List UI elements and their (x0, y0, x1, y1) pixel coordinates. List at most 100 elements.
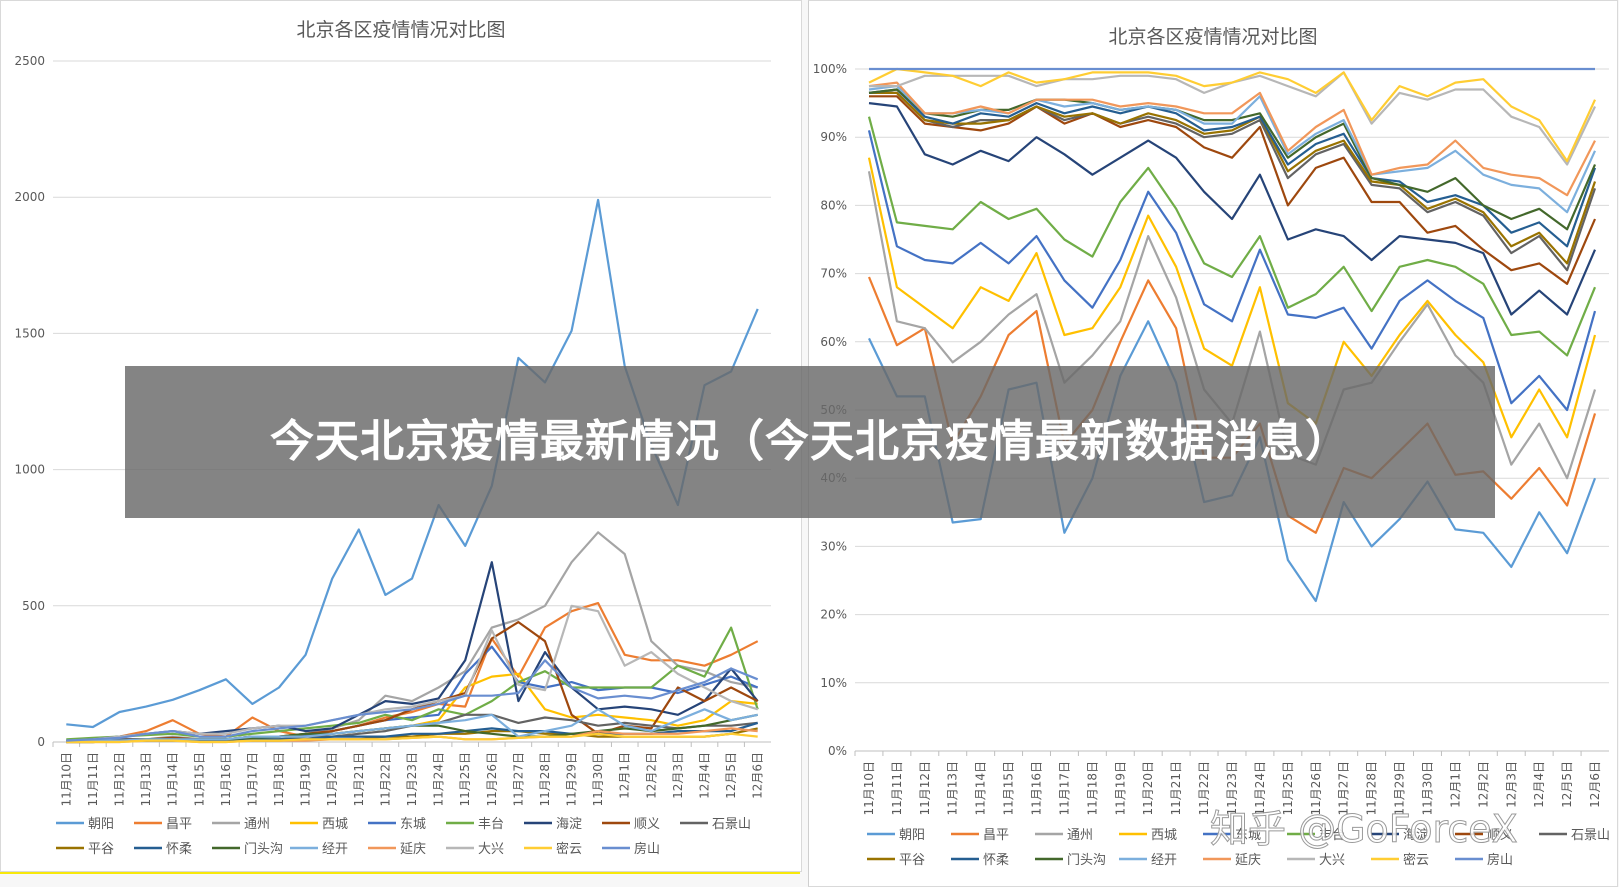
legend-label: 房山 (1487, 852, 1513, 868)
y-tick-label: 0 (37, 735, 45, 749)
x-tick-label: 11月10日 (59, 752, 73, 807)
y-tick-label: 30% (820, 539, 847, 553)
x-tick-label: 11月28日 (538, 752, 552, 807)
headline-title: 今天北京疫情最新情况（今天北京疫情最新数据消息） (270, 416, 1350, 467)
x-tick-label: 12月5日 (724, 752, 738, 799)
x-tick-label: 11月24日 (1253, 761, 1267, 816)
y-tick-label: 20% (820, 608, 847, 622)
x-tick-label: 11月29日 (565, 752, 579, 807)
legend-label: 昌平 (983, 828, 1009, 843)
series-line-石景山 (869, 91, 1597, 272)
legend-label: 经开 (1151, 853, 1177, 868)
legend-label: 海淀 (556, 817, 582, 832)
series-line-顺义 (869, 95, 1597, 285)
x-tick-label: 11月14日 (974, 761, 988, 816)
series-line-经开 (868, 84, 1597, 214)
y-tick-label: 2000 (14, 190, 45, 204)
watermark-text: 知乎 @GoForceX (1210, 807, 1519, 852)
legend-label: 丰台 (1319, 828, 1345, 843)
x-tick-label: 11月11日 (890, 761, 904, 816)
x-tick-label: 12月1日 (1448, 761, 1462, 808)
x-tick-label: 11月12日 (112, 752, 126, 807)
x-tick-label: 11月30日 (1420, 761, 1434, 816)
x-tick-label: 12月4日 (698, 752, 712, 799)
legend-label: 房山 (634, 841, 660, 857)
y-tick-label: 500 (22, 599, 45, 613)
x-tick-label: 11月10日 (862, 761, 876, 816)
x-tick-label: 11月23日 (1225, 761, 1239, 816)
x-tick-label: 11月19日 (1113, 761, 1127, 816)
series-line-东城 (867, 130, 1597, 412)
x-tick-label: 11月22日 (1197, 761, 1211, 816)
series-line-延庆 (868, 81, 1596, 197)
chart-right-svg: 北京各区疫情情况对比图0%10%20%30%40%50%60%70%80%90%… (813, 26, 1610, 868)
x-tick-label: 11月14日 (166, 752, 180, 807)
x-tick-label: 11月22日 (378, 752, 392, 807)
legend-label: 东城 (1235, 828, 1261, 843)
legend-label: 怀柔 (166, 842, 192, 857)
series-line-平谷 (869, 91, 1597, 265)
x-tick-label: 11月25日 (458, 752, 472, 807)
legend-label: 丰台 (478, 817, 504, 832)
legend-label: 西城 (322, 817, 348, 832)
x-tick-label: 11月20日 (1141, 761, 1155, 816)
x-tick-label: 11月16日 (1030, 761, 1044, 816)
legend-label: 大兴 (478, 842, 504, 857)
x-tick-label: 11月11日 (86, 752, 100, 807)
x-tick-label: 12月1日 (618, 752, 632, 799)
y-tick-label: 0% (828, 744, 847, 758)
x-tick-label: 11月15日 (1002, 761, 1016, 816)
series-line-经开 (66, 708, 758, 744)
x-tick-label: 11月12日 (918, 761, 932, 816)
x-tick-label: 11月19日 (299, 752, 313, 807)
x-tick-label: 11月27日 (1337, 761, 1351, 816)
y-tick-label: 90% (820, 130, 847, 144)
x-tick-label: 12月5日 (1560, 761, 1574, 808)
legend-label: 顺义 (1487, 828, 1513, 843)
legend-label: 平谷 (899, 853, 925, 868)
legend-label: 平谷 (88, 842, 114, 857)
x-tick-label: 11月16日 (219, 752, 233, 807)
y-tick-label: 10% (820, 676, 847, 690)
chart-title: 北京各区疫情情况对比图 (296, 19, 505, 41)
x-tick-label: 11月17日 (245, 752, 259, 807)
series-line-丰台 (66, 626, 759, 741)
x-tick-label: 11月13日 (139, 752, 153, 807)
legend-label: 通州 (244, 817, 270, 832)
x-tick-label: 11月21日 (1169, 761, 1183, 816)
x-tick-label: 12月2日 (644, 752, 658, 799)
x-tick-label: 11月29日 (1393, 761, 1407, 816)
x-tick-label: 11月26日 (485, 752, 499, 807)
headline-overlay: 今天北京疫情最新情况（今天北京疫情最新数据消息） (125, 366, 1495, 518)
x-tick-label: 11月27日 (511, 752, 525, 807)
legend-label: 密云 (1403, 852, 1429, 868)
series-line-海淀 (868, 102, 1597, 316)
legend-label: 通州 (1067, 828, 1093, 843)
x-tick-label: 11月17日 (1057, 761, 1071, 816)
series-line-顺义 (66, 620, 759, 742)
y-tick-label: 60% (820, 335, 847, 349)
x-tick-label: 11月13日 (946, 761, 960, 816)
legend-label: 大兴 (1319, 853, 1345, 868)
y-tick-label: 2500 (14, 54, 45, 68)
y-tick-label: 1500 (14, 326, 45, 340)
chart-title: 北京各区疫情情况对比图 (1108, 26, 1317, 48)
x-tick-label: 11月24日 (432, 752, 446, 807)
series-line-怀柔 (868, 88, 1597, 248)
series-line-门头沟 (868, 88, 1597, 231)
y-tick-label: 70% (820, 267, 847, 281)
x-tick-label: 11月20日 (325, 752, 339, 807)
x-tick-label: 11月30日 (591, 752, 605, 807)
y-tick-label: 100% (813, 62, 847, 76)
legend-label: 门头沟 (1067, 853, 1106, 868)
legend-label: 东城 (400, 817, 426, 832)
series-line-海淀 (66, 561, 759, 742)
x-tick-label: 11月18日 (1085, 761, 1099, 816)
x-tick-label: 12月6日 (1588, 761, 1602, 808)
x-tick-label: 11月18日 (272, 752, 286, 807)
x-tick-label: 12月6日 (751, 752, 765, 799)
series-line-密云 (66, 732, 758, 744)
legend-label: 怀柔 (983, 853, 1009, 868)
x-tick-label: 11月23日 (405, 752, 419, 807)
legend-label: 顺义 (634, 817, 660, 832)
